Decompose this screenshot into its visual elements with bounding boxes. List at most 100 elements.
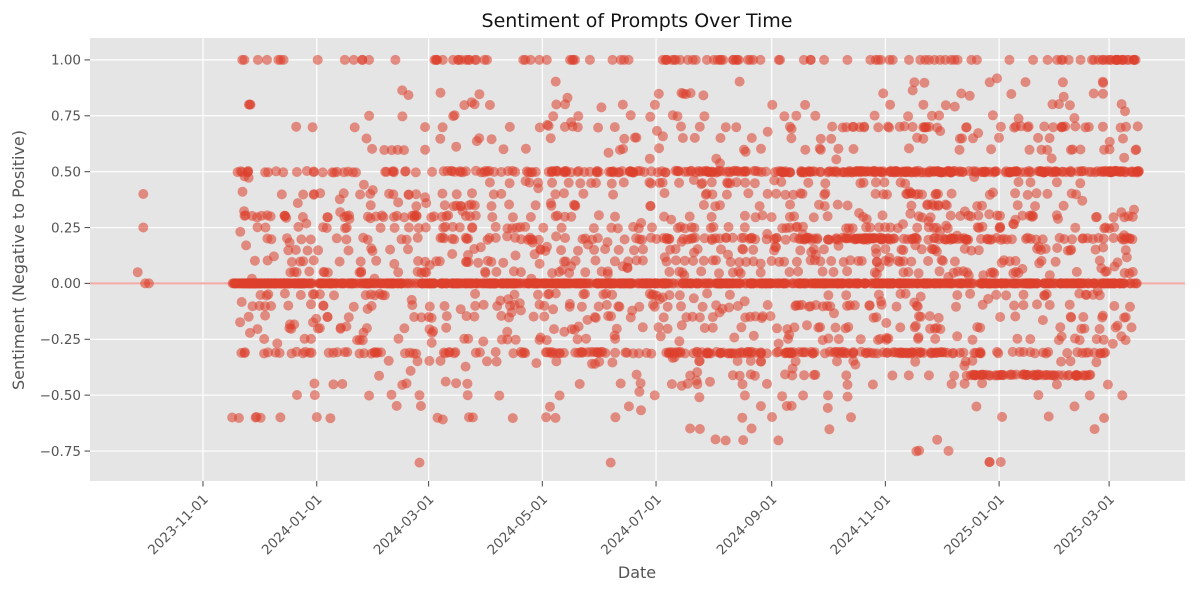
point: [977, 221, 988, 232]
point: [791, 110, 802, 121]
scatter-points: [132, 54, 1144, 468]
point: [1106, 278, 1117, 289]
point: [572, 334, 583, 345]
point: [795, 245, 806, 256]
point: [1030, 201, 1041, 212]
point: [391, 400, 402, 411]
point: [1066, 244, 1077, 255]
point: [818, 244, 829, 255]
point: [428, 326, 439, 337]
point: [364, 390, 375, 401]
point: [554, 348, 565, 358]
point: [996, 257, 1007, 268]
point: [943, 445, 954, 456]
point: [949, 101, 960, 112]
point: [740, 146, 751, 157]
point: [873, 54, 884, 65]
point: [1116, 207, 1127, 218]
point: [773, 166, 784, 177]
point: [550, 412, 561, 423]
point: [822, 167, 833, 178]
point: [637, 322, 648, 333]
point: [286, 257, 297, 267]
point: [855, 167, 866, 178]
point: [463, 250, 473, 260]
point: [715, 133, 726, 143]
point: [1043, 411, 1054, 422]
point: [266, 301, 277, 311]
point: [411, 201, 422, 212]
point: [1071, 370, 1082, 381]
point: [414, 457, 425, 468]
point: [767, 412, 777, 422]
point: [410, 167, 421, 178]
point: [664, 290, 675, 301]
point: [910, 320, 921, 331]
point: [319, 267, 330, 278]
point: [455, 304, 466, 315]
point: [1042, 188, 1053, 199]
point: [1096, 263, 1107, 274]
point: [714, 268, 724, 279]
point: [415, 401, 426, 411]
point: [535, 332, 546, 343]
point: [982, 233, 993, 244]
point: [814, 199, 824, 210]
point: [1044, 300, 1055, 310]
point: [878, 189, 889, 200]
point: [355, 256, 366, 267]
point: [711, 167, 722, 178]
point: [578, 289, 589, 300]
point: [927, 110, 937, 121]
point: [800, 144, 811, 155]
point: [435, 278, 446, 289]
point: [830, 322, 841, 333]
point: [667, 110, 678, 121]
point: [566, 117, 577, 128]
point: [829, 308, 839, 319]
point: [369, 290, 380, 301]
point: [570, 201, 581, 211]
point: [780, 166, 791, 177]
point: [292, 198, 303, 209]
point: [655, 331, 666, 342]
point: [674, 336, 685, 347]
point: [971, 54, 982, 65]
point: [644, 153, 655, 164]
point: [286, 348, 297, 359]
point: [486, 256, 497, 267]
point: [318, 222, 329, 233]
point: [721, 189, 732, 200]
point: [1069, 113, 1080, 123]
point: [739, 222, 750, 233]
point: [665, 244, 676, 255]
point: [1052, 54, 1063, 65]
point: [364, 54, 374, 65]
point: [884, 122, 895, 133]
point: [1098, 242, 1109, 253]
point: [935, 324, 946, 335]
point: [285, 319, 295, 330]
point: [657, 278, 668, 289]
point: [1007, 369, 1018, 380]
point: [914, 445, 925, 456]
point: [602, 269, 613, 279]
point: [403, 189, 414, 200]
point: [756, 143, 766, 154]
point: [798, 278, 809, 289]
point: [697, 301, 708, 312]
point: [1064, 299, 1075, 310]
point: [1013, 177, 1024, 187]
point: [580, 267, 591, 278]
point: [441, 322, 452, 333]
point: [349, 122, 360, 133]
point: [734, 76, 745, 87]
point: [701, 54, 712, 65]
point: [602, 237, 613, 248]
point: [859, 122, 870, 133]
point: [556, 245, 567, 256]
point: [934, 266, 945, 277]
point: [466, 97, 477, 108]
point: [409, 312, 420, 322]
point: [678, 88, 689, 99]
